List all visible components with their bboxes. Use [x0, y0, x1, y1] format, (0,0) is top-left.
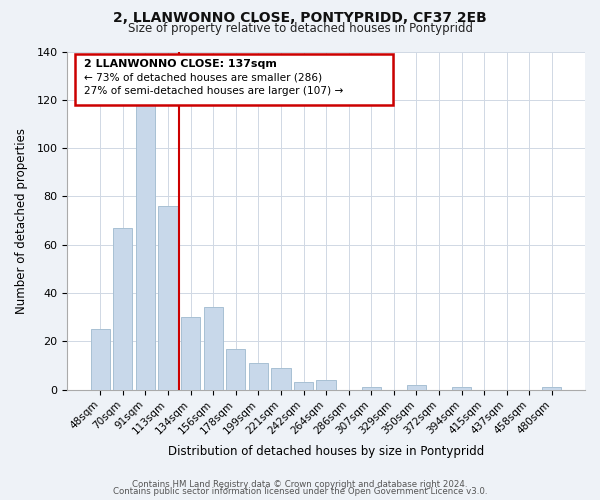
Bar — [226, 348, 245, 390]
Bar — [452, 387, 471, 390]
Text: 27% of semi-detached houses are larger (107) →: 27% of semi-detached houses are larger (… — [84, 86, 343, 97]
Text: Contains public sector information licensed under the Open Government Licence v3: Contains public sector information licen… — [113, 487, 487, 496]
Bar — [362, 387, 381, 390]
Bar — [91, 329, 110, 390]
Bar — [542, 387, 562, 390]
Text: Contains HM Land Registry data © Crown copyright and database right 2024.: Contains HM Land Registry data © Crown c… — [132, 480, 468, 489]
Text: Size of property relative to detached houses in Pontypridd: Size of property relative to detached ho… — [128, 22, 473, 35]
Bar — [294, 382, 313, 390]
Bar — [271, 368, 290, 390]
Bar — [249, 363, 268, 390]
Bar — [113, 228, 133, 390]
Y-axis label: Number of detached properties: Number of detached properties — [15, 128, 28, 314]
Text: 2 LLANWONNO CLOSE: 137sqm: 2 LLANWONNO CLOSE: 137sqm — [84, 59, 277, 69]
Text: ← 73% of detached houses are smaller (286): ← 73% of detached houses are smaller (28… — [84, 72, 322, 83]
Bar — [316, 380, 335, 390]
Bar — [181, 317, 200, 390]
FancyBboxPatch shape — [75, 54, 394, 104]
Bar — [203, 308, 223, 390]
Text: 2, LLANWONNO CLOSE, PONTYPRIDD, CF37 2EB: 2, LLANWONNO CLOSE, PONTYPRIDD, CF37 2EB — [113, 12, 487, 26]
Bar — [407, 385, 426, 390]
Bar — [158, 206, 178, 390]
X-axis label: Distribution of detached houses by size in Pontypridd: Distribution of detached houses by size … — [168, 444, 484, 458]
Bar — [136, 104, 155, 390]
